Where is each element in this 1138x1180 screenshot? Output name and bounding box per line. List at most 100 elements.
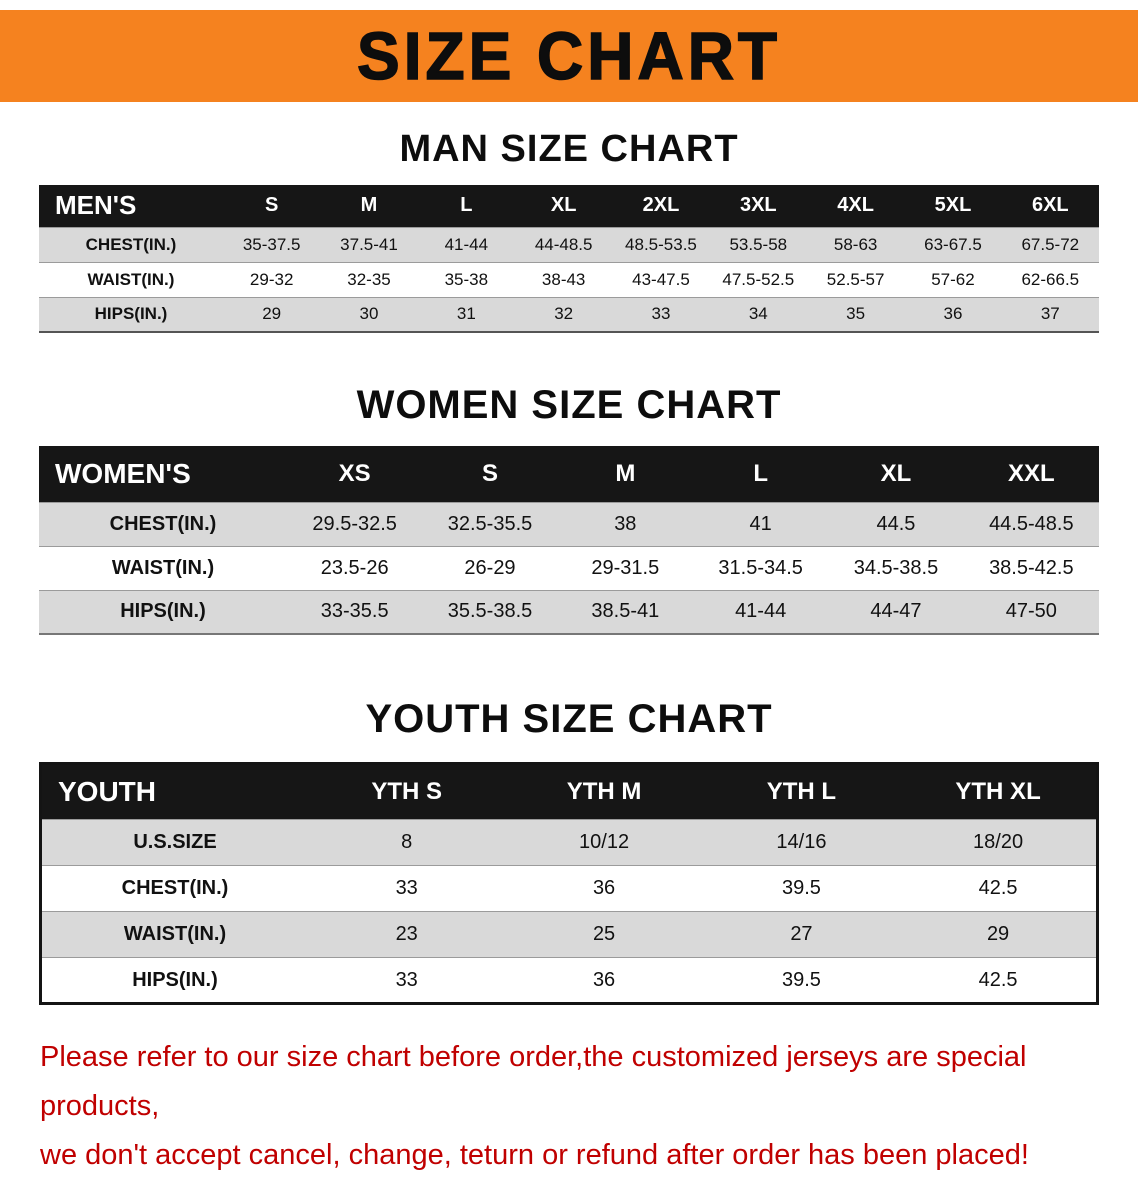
size-cell: 8: [401, 831, 413, 853]
size-cell: 52.5-57: [826, 269, 885, 289]
youth-size-table: YOUTH YTH S YTH M YTH L YTH XL U.S.SIZE …: [39, 762, 1099, 1005]
women-size-table: WOMEN'S XS S M L XL XXL CHEST(IN.) 29.5-…: [39, 446, 1099, 635]
size-cell: 23: [395, 923, 418, 945]
size-cell: 35: [846, 304, 866, 324]
size-cell: 36: [592, 877, 616, 899]
size-cell: 47-50: [1005, 600, 1057, 623]
size-cell: 48.5-53.5: [625, 234, 697, 254]
column-header: YTH S: [371, 778, 443, 805]
column-header: XXL: [1007, 459, 1055, 487]
column-header: 5XL: [934, 194, 972, 217]
youth-waist-row: WAIST(IN.) 23 25 27 29: [40, 911, 1098, 958]
column-header: 2XL: [642, 194, 680, 217]
column-header: S: [264, 194, 279, 217]
size-cell: 44.5-48.5: [989, 512, 1074, 535]
size-cell: 58-63: [833, 234, 878, 254]
footer-line-1: Please refer to our size chart before or…: [40, 1041, 1027, 1122]
column-header: L: [753, 459, 768, 487]
women-group-label: WOMEN'S: [55, 457, 191, 489]
size-cell: 41-44: [735, 600, 787, 623]
youth-section: YOUTH SIZE CHART YOUTH YTH S YTH M YTH L…: [0, 697, 1138, 1005]
size-cell: 32: [554, 304, 574, 324]
men-size-table: MEN'S S M L XL 2XL 3XL 4XL 5XL 6XL CHEST…: [39, 185, 1099, 333]
women-waist-row: WAIST(IN.) 23.5-26 26-29 29-31.5 31.5-34…: [39, 546, 1099, 590]
men-section: MAN SIZE CHART MEN'S S M L XL 2XL 3XL 4X…: [0, 128, 1138, 333]
size-cell: 26-29: [464, 556, 516, 579]
size-cell: 29: [986, 923, 1010, 945]
size-cell: 43-47.5: [632, 269, 690, 289]
column-header: YTH M: [566, 778, 642, 805]
size-cell: 53.5-58: [729, 234, 788, 254]
size-cell: 33-35.5: [320, 600, 389, 623]
row-label: WAIST(IN.): [87, 269, 175, 289]
row-label: CHEST(IN.): [121, 877, 229, 899]
size-cell: 63-67.5: [924, 234, 982, 254]
row-label: CHEST(IN.): [85, 234, 177, 254]
page-title: SIZE CHART: [356, 17, 781, 94]
size-cell: 38-43: [541, 269, 586, 289]
size-cell: 36: [592, 968, 616, 991]
column-header: M: [360, 194, 378, 217]
size-cell: 29: [262, 304, 282, 324]
size-cell: 23.5-26: [320, 556, 389, 579]
size-cell: 39.5: [781, 968, 821, 991]
size-cell: 41-44: [444, 234, 489, 254]
column-header: 6XL: [1031, 194, 1069, 217]
size-cell: 39.5: [781, 877, 821, 899]
size-cell: 35-38: [444, 269, 489, 289]
size-cell: 67.5-72: [1021, 234, 1080, 254]
column-header: M: [615, 459, 636, 487]
column-header: 3XL: [739, 194, 777, 217]
row-label: HIPS(IN.): [120, 600, 206, 623]
size-cell: 57-62: [931, 269, 975, 289]
women-chest-row: CHEST(IN.) 29.5-32.5 32.5-35.5 38 41 44.…: [39, 502, 1099, 546]
size-cell: 34.5-38.5: [853, 556, 939, 579]
youth-heading: YOUTH SIZE CHART: [365, 697, 773, 741]
size-cell: 34: [748, 304, 768, 324]
size-cell: 18/20: [973, 831, 1024, 853]
column-header: XS: [338, 459, 371, 487]
row-label: HIPS(IN.): [132, 968, 218, 991]
size-cell: 37.5-41: [340, 234, 398, 254]
footer-note: Please refer to our size chart before or…: [40, 1033, 1100, 1180]
size-cell: 41: [749, 512, 772, 535]
size-cell: 33: [651, 304, 671, 324]
men-hips-row: HIPS(IN.) 29 30 31 32 33 34 35 36 37: [39, 297, 1099, 332]
youth-group-label: YOUTH: [58, 776, 156, 807]
men-heading: MAN SIZE CHART: [399, 128, 739, 170]
size-cell: 33: [395, 877, 418, 899]
size-cell: 44-47: [870, 600, 922, 623]
size-cell: 31: [456, 304, 476, 324]
size-cell: 42.5: [978, 877, 1018, 899]
size-cell: 47.5-52.5: [722, 269, 795, 289]
men-waist-row: WAIST(IN.) 29-32 32-35 35-38 38-43 43-47…: [39, 262, 1099, 297]
row-label: CHEST(IN.): [109, 512, 217, 535]
column-header: YTH L: [766, 778, 837, 805]
column-header: XL: [550, 194, 577, 217]
women-header-row: WOMEN'S XS S M L XL XXL: [39, 446, 1099, 502]
column-header: YTH XL: [955, 778, 1041, 805]
size-cell: 37: [1040, 304, 1060, 324]
row-label: WAIST(IN.): [123, 923, 227, 945]
youth-header-row: YOUTH YTH S YTH M YTH L YTH XL: [40, 763, 1098, 820]
men-group-label: MEN'S: [55, 190, 137, 221]
column-header: XL: [880, 459, 912, 487]
size-cell: 32.5-35.5: [447, 512, 533, 535]
size-cell: 25: [592, 923, 616, 945]
size-chart-page: SIZE CHART MAN SIZE CHART MEN'S S M L XL…: [0, 10, 1138, 1180]
youth-hips-row: HIPS(IN.) 33 36 39.5 42.5: [40, 957, 1098, 1004]
size-cell: 30: [359, 304, 379, 324]
size-cell: 44-48.5: [534, 234, 593, 254]
size-cell: 35.5-38.5: [447, 600, 533, 623]
size-cell: 36: [943, 304, 963, 324]
size-cell: 38.5-41: [591, 600, 660, 623]
size-cell: 44.5: [876, 512, 916, 535]
women-hips-row: HIPS(IN.) 33-35.5 35.5-38.5 38.5-41 41-4…: [39, 590, 1099, 634]
youth-ussize-row: U.S.SIZE 8 10/12 14/16 18/20: [40, 819, 1098, 866]
row-label: U.S.SIZE: [133, 831, 217, 853]
size-cell: 42.5: [978, 968, 1018, 991]
women-heading: WOMEN SIZE CHART: [356, 383, 782, 427]
size-cell: 38.5-42.5: [989, 556, 1074, 579]
size-cell: 31.5-34.5: [718, 556, 803, 579]
column-header: S: [481, 459, 498, 487]
